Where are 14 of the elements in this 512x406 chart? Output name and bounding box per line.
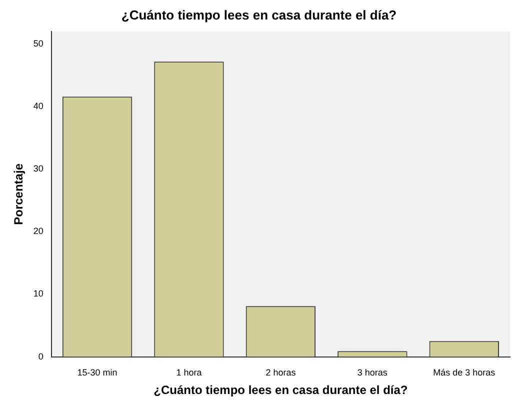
x-axis-title: ¿Cuánto tiempo lees en casa durante el día? bbox=[154, 383, 408, 398]
x-tick-label: 15-30 min bbox=[77, 368, 118, 378]
chart-title: ¿Cuánto tiempo lees en casa durante el día? bbox=[121, 7, 397, 22]
y-tick-label: 10 bbox=[33, 288, 44, 299]
y-axis-title: Porcentaje bbox=[12, 163, 26, 225]
x-tick-label: Más de 3 horas bbox=[433, 368, 496, 378]
y-tick-label: 40 bbox=[33, 101, 44, 112]
y-tick-label: 50 bbox=[33, 38, 44, 49]
x-tick-label: 3 horas bbox=[357, 368, 388, 378]
x-tick-label: 2 horas bbox=[266, 368, 296, 378]
y-tick-label: 30 bbox=[33, 164, 44, 174]
x-tick-label: 1 hora bbox=[176, 368, 202, 378]
y-tick-label: 0 bbox=[38, 351, 44, 362]
y-tick-label: 20 bbox=[33, 226, 44, 236]
